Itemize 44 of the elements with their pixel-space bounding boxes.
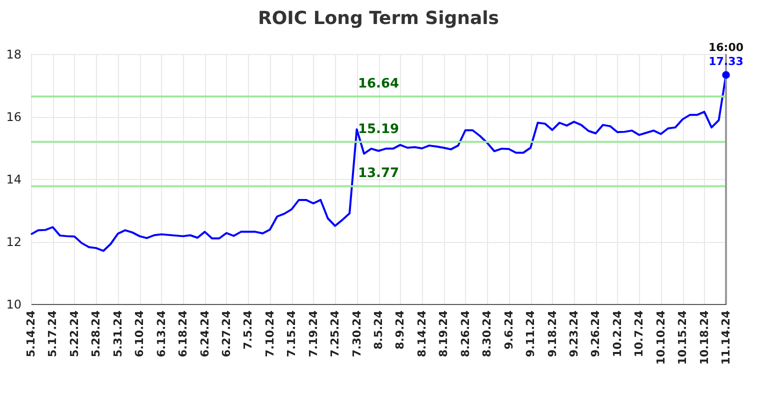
x-tick-label: 8.14.24 (415, 310, 428, 358)
x-tick-label: 10.7.24 (632, 310, 646, 358)
x-tick-label: 9.23.24 (567, 310, 580, 358)
x-tick-label: 5.31.24 (111, 310, 124, 358)
x-tick-label: 10.18.24 (698, 310, 711, 365)
y-tick-label: 16 (6, 110, 22, 124)
ref-line-label: 13.77 (358, 166, 400, 182)
x-tick-label: 7.5.24 (242, 310, 255, 350)
x-tick-label: 9.18.24 (546, 310, 559, 358)
text: 16:00 (708, 41, 744, 54)
x-tick-label: 8.19.24 (437, 310, 450, 358)
x-tick-label: 8.26.24 (458, 310, 472, 358)
x-tick-label: 10.10.24 (654, 310, 668, 365)
y-tick-label: 18 (6, 48, 22, 62)
x-tick-label: 11.14.24 (720, 310, 732, 365)
x-tick-label: 8.9.24 (394, 310, 407, 350)
x-tick-label: 9.6.24 (502, 310, 516, 350)
x-tick-label: 8.30.24 (480, 310, 494, 358)
x-tick-label: 5.22.24 (68, 310, 81, 358)
x-tick-label: 7.10.24 (263, 310, 276, 358)
x-tick-label: 7.30.24 (350, 310, 364, 358)
x-tick-label: 10.15.24 (676, 310, 690, 365)
x-tick-label: 5.28.24 (90, 310, 103, 358)
annotation: 17.33 (708, 54, 744, 68)
x-tick-label: 5.17.24 (46, 310, 60, 358)
x-tick-label: 7.25.24 (328, 310, 342, 358)
x-tick-label: 10.2.24 (610, 310, 624, 358)
x-tick-label: 5.14.24 (24, 310, 38, 358)
x-tick-label: 8.5.24 (372, 310, 385, 350)
x-tick-label: 6.24.24 (198, 310, 212, 358)
x-tick-label: 6.27.24 (220, 310, 233, 358)
y-tick-label: 12 (6, 235, 22, 249)
y-tick-label: 14 (6, 172, 22, 186)
ref-line-label: 16.64 (358, 76, 400, 92)
x-tick-label: 6.13.24 (154, 310, 168, 358)
x-tick-label: 9.26.24 (589, 310, 602, 358)
x-tick-label: 7.15.24 (285, 310, 298, 358)
x-tick-label: 6.18.24 (176, 310, 190, 358)
chart-title: ROIC Long Term Signals (258, 8, 499, 29)
x-tick-label: 7.19.24 (306, 310, 320, 358)
ref-line-label: 15.19 (358, 122, 400, 137)
x-tick-label: 9.11.24 (524, 310, 538, 358)
y-tick-label: 10 (6, 298, 22, 312)
x-tick-label: 6.10.24 (133, 310, 146, 358)
